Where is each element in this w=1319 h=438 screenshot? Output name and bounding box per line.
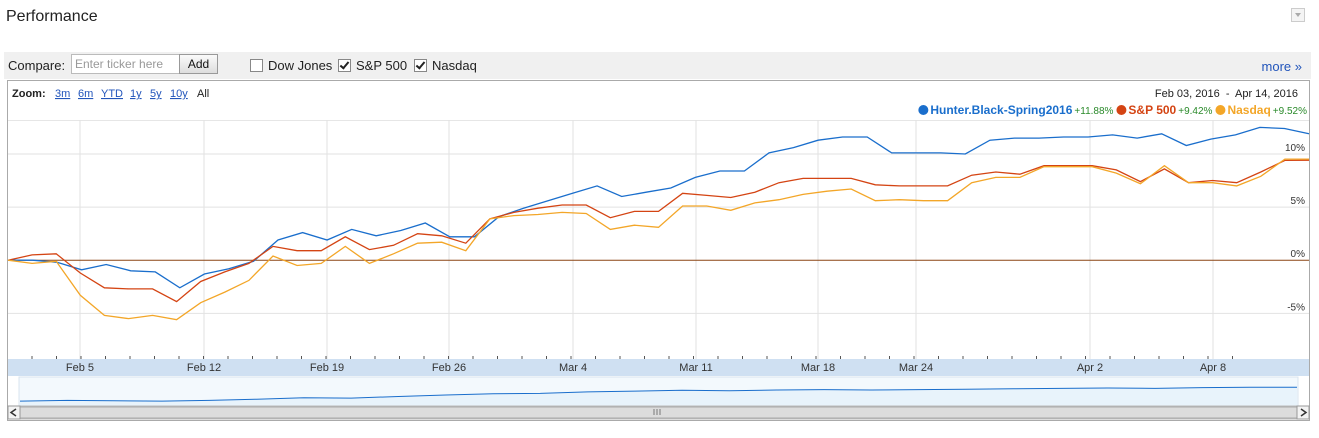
x-tick-label: Apr 2 <box>1077 362 1103 374</box>
date-range: Feb 03, 2016 - Apr 14, 2016 <box>1155 88 1298 100</box>
y-tick-label: 10% <box>1285 143 1305 154</box>
legend-series-change: +11.88% <box>1074 106 1113 117</box>
scroll-right-button[interactable] <box>1296 405 1310 420</box>
checkbox-label: Dow Jones <box>268 58 333 73</box>
navigator-line <box>19 386 1297 402</box>
legend-marker <box>1116 105 1127 115</box>
x-tick-label: Feb 26 <box>432 362 466 374</box>
legend-marker <box>1215 105 1226 115</box>
chart-frame <box>7 80 1310 421</box>
more-link[interactable]: more » <box>1261 59 1302 74</box>
x-axis-band <box>8 359 1309 376</box>
series-line-nasdaq <box>7 158 1309 321</box>
x-tick-label: Mar 4 <box>559 362 587 374</box>
legend-series-name[interactable]: Nasdaq <box>1227 103 1270 117</box>
page-title: Performance <box>6 8 98 25</box>
zoom-option-3m[interactable]: 3m <box>55 88 70 100</box>
checkbox-icon[interactable] <box>338 59 351 72</box>
x-tick-label: Mar 18 <box>801 362 835 374</box>
series-line-hunter-black-spring2016 <box>8 126 1310 289</box>
chart-header <box>8 81 1309 120</box>
legend-series-change: +9.52% <box>1273 106 1307 117</box>
checkbox-icon[interactable] <box>250 59 263 72</box>
legend-series-name[interactable]: S&P 500 <box>1128 103 1176 117</box>
zoom-option-10y[interactable]: 10y <box>170 88 188 100</box>
x-tick-label: Feb 5 <box>66 362 94 374</box>
collapse-toggle-icon[interactable] <box>1291 8 1305 22</box>
zoom-option-1y[interactable]: 1y <box>130 88 142 100</box>
y-tick-label: -5% <box>1287 302 1305 313</box>
scroll-left-button[interactable] <box>7 405 21 420</box>
legend: Hunter.Black-Spring2016 +11.88% S&P 500 +9.… <box>918 103 1307 117</box>
x-tick-label: Mar 24 <box>899 362 933 374</box>
chevron-right-icon[interactable] <box>1300 408 1308 417</box>
chevron-left-icon[interactable] <box>9 408 17 417</box>
zoom-option-all[interactable]: All <box>197 88 209 100</box>
x-tick-label: Feb 19 <box>310 362 344 374</box>
legend-marker <box>918 105 929 115</box>
scrollbar-thumb[interactable] <box>19 406 1298 419</box>
y-tick-label: 0% <box>1291 249 1306 260</box>
series-line-s-p-500 <box>7 159 1310 303</box>
zoom-option-ytd[interactable]: YTD <box>101 88 123 100</box>
checkbox-label: Nasdaq <box>432 58 477 73</box>
y-tick-label: 5% <box>1291 196 1306 207</box>
dow-jones-checkbox[interactable]: Dow Jones <box>250 58 332 73</box>
nasdaq-checkbox[interactable]: Nasdaq <box>414 58 477 73</box>
zoom-option-6m[interactable]: 6m <box>78 88 93 100</box>
compare-label: Compare: <box>8 58 66 73</box>
compare-toolbar: Compare: Add Dow Jones S&P 500 Nasdaq mo… <box>4 52 1311 79</box>
add-button[interactable]: Add <box>179 54 218 74</box>
legend-series-name[interactable]: Hunter.Black-Spring2016 <box>930 103 1072 117</box>
x-tick-label: Feb 12 <box>187 362 221 374</box>
legend-series-change: +9.42% <box>1178 106 1212 117</box>
x-tick-label: Mar 11 <box>679 362 712 374</box>
checkbox-icon[interactable] <box>414 59 427 72</box>
checkbox-label: S&P 500 <box>356 58 408 73</box>
zoom-option-5y[interactable]: 5y <box>150 88 162 100</box>
sp500-checkbox[interactable]: S&P 500 <box>338 58 407 73</box>
x-tick-label: Apr 8 <box>1200 362 1226 374</box>
zoom-label: Zoom: <box>12 88 46 100</box>
